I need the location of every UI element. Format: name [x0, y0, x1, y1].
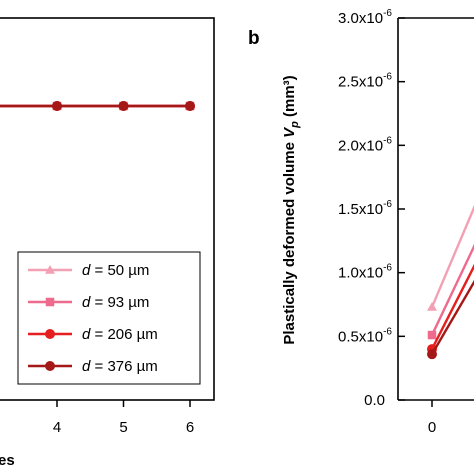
y-label-var: V: [281, 126, 298, 138]
panel-b-point-2-1: [427, 330, 437, 340]
panel-b-y-tick-label: 1.0x10-6: [338, 263, 392, 282]
panel-b-series-line-3: [430, 263, 474, 350]
panel-a-x-tick-label: 5: [119, 419, 127, 436]
panel-a-point-4-3: [185, 101, 195, 111]
panel-b-y-tick-label: 2.5x10-6: [338, 72, 392, 91]
panel-b-plot: b Plastically deformed volume Vp (mm³) 0…: [248, 8, 474, 436]
panel-a-x-ticks: 4 5 6: [53, 400, 194, 436]
y-label-suffix: (mm³): [281, 75, 298, 121]
legend-label-3: d = 206 µm: [82, 326, 158, 343]
panel-b-point-1-1: [427, 302, 437, 311]
panel-b-y-ticks: 0.0 0.5x10-6 1.0x10-6 1.5x10-6 2.0x10-6 2.5x1…: [338, 8, 405, 409]
panel-a-x-tick-label: 4: [53, 419, 61, 436]
panel-b-y-tick-label: 2.0x10-6: [338, 135, 392, 154]
panel-b-y-tick-label: 1.5x10-6: [338, 199, 392, 218]
legend-marker-2: [45, 297, 55, 307]
legend-label-2: d = 93 µm: [82, 294, 149, 311]
y-label-sub: p: [289, 121, 301, 129]
panel-a-x-tick-label: 6: [186, 419, 194, 436]
panel-b-series-line-2: [430, 243, 474, 336]
panel-b-x-ticks: 0: [428, 400, 436, 436]
panel-a-plot: 4 5 6 es d = 50 µm d = 93 µm d = 206 µm d = 3…: [0, 17, 215, 469]
legend-marker-3: [45, 329, 55, 339]
panel-b-x-tick-label: 0: [428, 419, 436, 436]
legend-label-4: d = 376 µm: [82, 358, 158, 375]
y-label-prefix: Plastically deformed volume: [281, 138, 298, 345]
panel-b-point-4-1: [427, 349, 437, 360]
legend-marker-4: [45, 361, 55, 371]
legend-marker-1: [45, 265, 55, 274]
panel-b-y-tick-label: 0.0: [364, 392, 385, 409]
panel-a-point-4-1: [52, 101, 62, 111]
panel-a-series: [0, 101, 195, 111]
panel-b-series-line-4: [430, 279, 474, 355]
panel-b-y-axis-label: Plastically deformed volume Vp (mm³): [281, 75, 301, 344]
panel-a-x-axis-label: es: [0, 452, 15, 469]
legend: d = 50 µm d = 93 µm d = 206 µm d = 376 µm: [17, 251, 201, 385]
panel-b-letter: b: [248, 28, 260, 49]
panel-b-y-tick-label: 0.5x10-6: [338, 326, 392, 345]
panel-a-frame: [0, 17, 215, 401]
panel-b-series-line-1: [430, 204, 474, 308]
panel-a-point-4-2: [118, 101, 129, 111]
panel-b-series: [427, 204, 474, 360]
panel-b-y-tick-label: 3.0x10-6: [338, 8, 392, 27]
legend-label-1: d = 50 µm: [82, 262, 149, 279]
svg-text:Plastically deformed volume Vp: Plastically deformed volume Vp (mm³): [281, 75, 301, 344]
